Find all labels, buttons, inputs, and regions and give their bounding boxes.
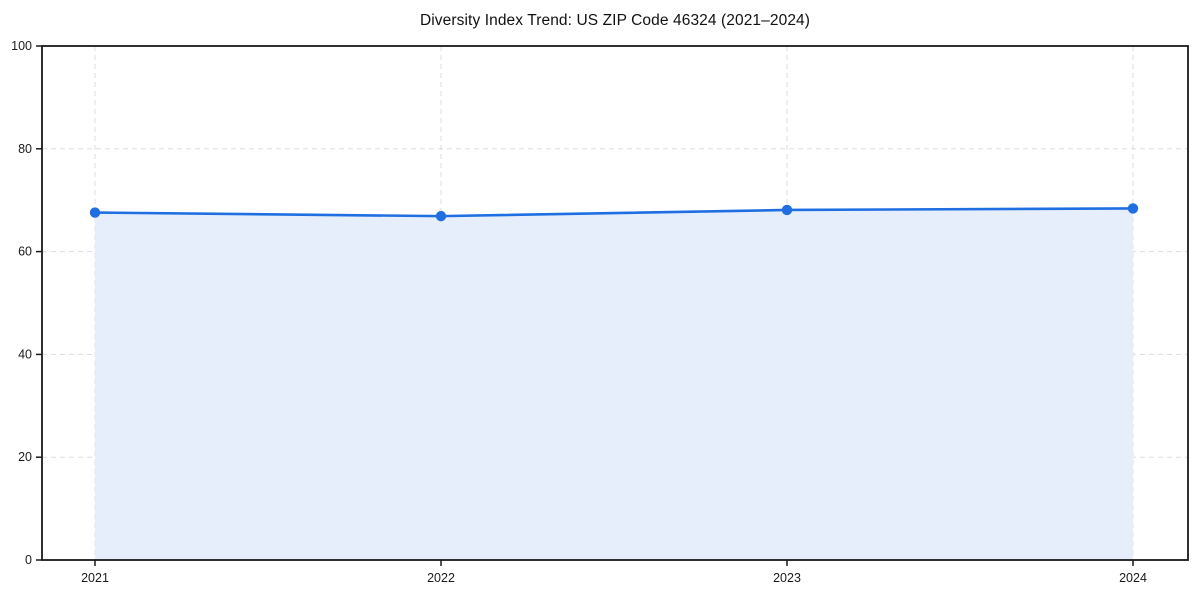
y-tick-label: 80	[18, 142, 32, 156]
data-point-marker	[435, 210, 447, 222]
y-tick-label: 60	[18, 245, 32, 259]
x-tick-label: 2023	[773, 571, 801, 585]
y-tick-label: 20	[18, 450, 32, 464]
area-fill	[95, 208, 1133, 560]
data-point-marker	[781, 204, 793, 216]
x-tick-label: 2024	[1119, 571, 1147, 585]
y-tick-label: 40	[18, 347, 32, 361]
trend-line	[93, 207, 1135, 218]
data-point-marker	[89, 207, 101, 218]
data-point-marker	[1127, 203, 1139, 214]
x-tick-label: 2022	[427, 571, 455, 585]
plot-border	[41, 45, 1189, 561]
x-tick-label: 2021	[81, 571, 109, 585]
chart-title: Diversity Index Trend: US ZIP Code 46324…	[419, 12, 811, 29]
y-tick-label: 0	[25, 553, 32, 567]
y-tick-label: 100	[11, 39, 32, 53]
